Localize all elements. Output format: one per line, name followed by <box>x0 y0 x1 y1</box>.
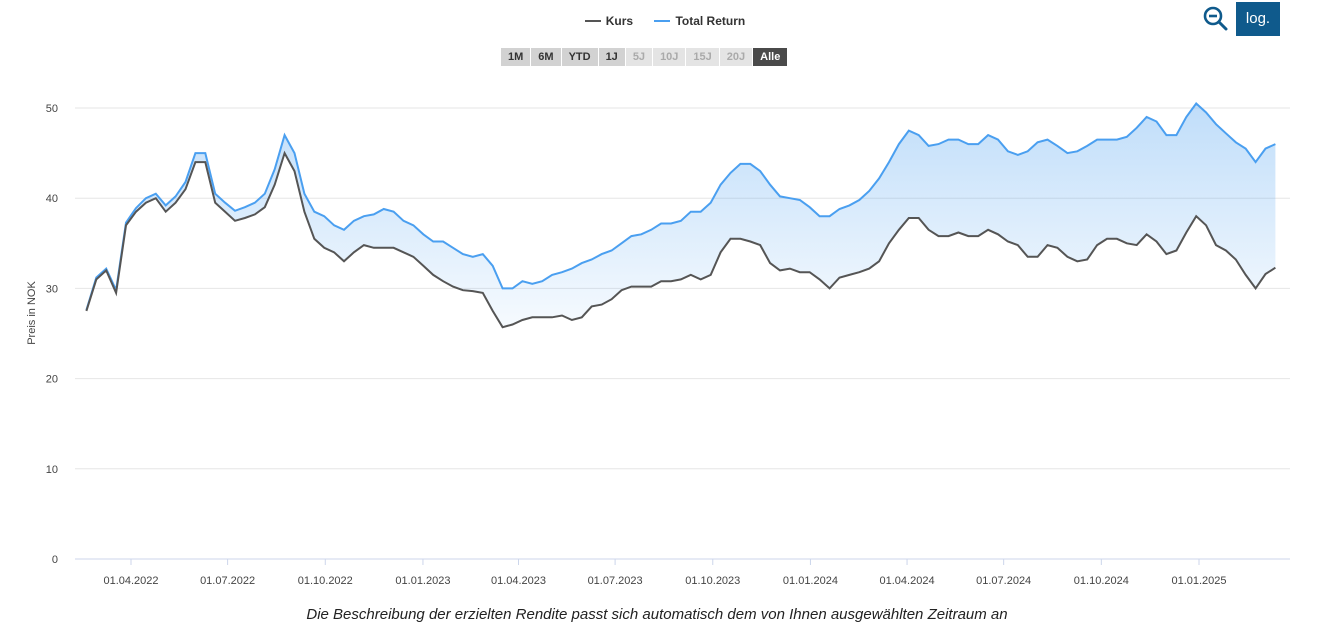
legend-label: Kurs <box>605 14 634 28</box>
series-line-kurs <box>85 150 1276 329</box>
legend-swatch-total-return <box>654 20 671 22</box>
x-tick-label: 01.10.2022 <box>298 575 353 587</box>
y-tick-label: 0 <box>52 554 58 566</box>
range-button-15j: 15J <box>686 48 719 66</box>
series-line-total-return <box>85 102 1276 311</box>
range-selector: 1M 6M YTD 1J 5J 10J 15J 20J Alle <box>501 48 788 66</box>
x-tick-label: 01.04.2022 <box>103 575 158 587</box>
range-button-ytd[interactable]: YTD <box>561 48 598 66</box>
legend-label: Total Return <box>675 14 746 28</box>
x-tick-label: 01.07.2022 <box>200 575 255 587</box>
range-button-1m[interactable]: 1M <box>501 48 531 66</box>
x-tick-label: 01.07.2023 <box>588 575 643 587</box>
x-tick-label: 01.01.2024 <box>783 575 838 587</box>
y-tick-label: 20 <box>46 374 58 386</box>
chart-legend: Kurs Total Return <box>0 11 1330 28</box>
range-button-1j[interactable]: 1J <box>598 48 625 66</box>
x-tick-label: 01.01.2025 <box>1171 575 1226 587</box>
legend-item-kurs[interactable]: Kurs <box>584 14 634 28</box>
y-tick-label: 10 <box>46 464 58 476</box>
total-return-area <box>86 103 1276 328</box>
log-scale-button[interactable]: log. <box>1236 2 1280 36</box>
y-tick-label: 50 <box>46 103 58 115</box>
range-button-alle[interactable]: Alle <box>753 48 788 66</box>
x-tick-label: 01.10.2024 <box>1074 575 1129 587</box>
x-tick-label: 01.01.2023 <box>395 575 450 587</box>
x-tick-label: 01.04.2024 <box>880 575 935 587</box>
zoom-out-icon[interactable] <box>1202 5 1230 33</box>
range-button-5j: 5J <box>625 48 653 66</box>
range-button-20j: 20J <box>719 48 753 66</box>
legend-swatch-kurs <box>584 20 601 22</box>
y-axis-label: Preis in NOK <box>26 281 38 345</box>
y-tick-label: 30 <box>46 283 58 295</box>
legend-item-total-return[interactable]: Total Return <box>654 14 745 28</box>
range-button-6m[interactable]: 6M <box>531 48 561 66</box>
y-tick-label: 40 <box>46 193 58 205</box>
price-chart: 0 10 20 30 40 50 01.04.2022 01.07.2022 01.10.20… <box>26 102 1290 587</box>
x-tick-label: 01.07.2024 <box>976 575 1031 587</box>
range-button-10j: 10J <box>653 48 686 66</box>
x-tick-label: 01.04.2023 <box>491 575 546 587</box>
x-tick-label: 01.10.2023 <box>685 575 740 587</box>
chart-caption: Die Beschreibung der erzielten Rendite p… <box>306 606 1008 623</box>
